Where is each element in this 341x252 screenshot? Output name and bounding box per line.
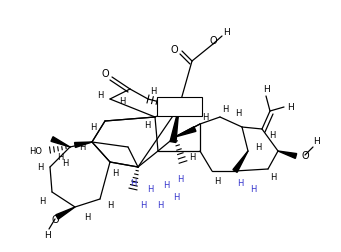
Text: O: O [301, 150, 309, 160]
Text: H: H [57, 153, 63, 162]
Text: H: H [255, 142, 261, 151]
Text: H: H [270, 173, 276, 182]
Text: O: O [209, 36, 217, 46]
Text: H: H [263, 84, 269, 93]
Polygon shape [170, 108, 179, 143]
Text: H: H [237, 179, 243, 188]
Text: H: H [107, 200, 113, 209]
Text: H: H [222, 105, 228, 114]
Polygon shape [56, 207, 75, 219]
Text: H: H [202, 112, 208, 121]
FancyBboxPatch shape [157, 97, 202, 116]
Text: H: H [150, 87, 156, 96]
Text: H: H [223, 27, 229, 36]
Text: H: H [314, 137, 321, 146]
Text: H: H [157, 201, 163, 210]
Text: Abs: Abs [171, 102, 187, 111]
Text: H: H [250, 185, 256, 194]
Text: H: H [39, 196, 45, 205]
Text: H: H [173, 193, 179, 202]
Text: H: H [119, 97, 125, 106]
Text: H: H [235, 108, 241, 117]
Text: H: H [144, 121, 150, 130]
Text: O: O [170, 45, 178, 55]
Text: HO: HO [29, 146, 42, 155]
Text: H: H [97, 90, 103, 99]
Text: H: H [163, 181, 169, 190]
Text: H: H [287, 103, 293, 112]
Text: H: H [79, 143, 85, 152]
Text: H: H [147, 185, 153, 194]
Polygon shape [75, 142, 92, 148]
Polygon shape [278, 151, 297, 159]
Text: H: H [90, 122, 96, 131]
Text: H: H [269, 130, 275, 139]
Text: H: H [140, 201, 146, 210]
Text: O: O [51, 214, 59, 224]
Polygon shape [175, 127, 196, 137]
Text: H: H [177, 175, 183, 184]
Text: H: H [130, 178, 136, 187]
Text: O: O [101, 69, 109, 79]
Text: H: H [62, 158, 68, 167]
Text: H: H [84, 213, 90, 222]
Text: H: H [112, 168, 118, 177]
Text: H: H [37, 163, 43, 172]
Text: H: H [189, 152, 195, 161]
Text: H: H [214, 177, 220, 186]
Polygon shape [51, 137, 70, 147]
Text: H: H [44, 231, 50, 240]
Polygon shape [233, 151, 248, 173]
